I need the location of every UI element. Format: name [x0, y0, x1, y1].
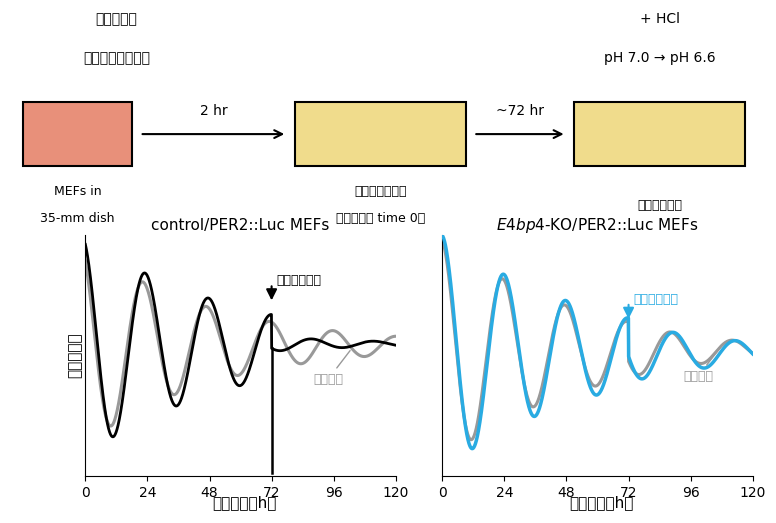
Text: 培地の酸性化: 培地の酸性化 — [634, 293, 679, 306]
Text: pH 7.0 → pH 6.6: pH 7.0 → pH 6.6 — [604, 51, 715, 65]
Text: 細胞リズムを同調: 細胞リズムを同調 — [83, 51, 150, 65]
Text: 培地の酸性化: 培地の酸性化 — [637, 199, 682, 211]
Bar — [574, 102, 745, 166]
Bar — [295, 102, 466, 166]
Text: 培地の酸性化: 培地の酸性化 — [277, 275, 322, 288]
Text: 測定培地に交換: 測定培地に交換 — [354, 185, 407, 198]
Text: ~72 hr: ~72 hr — [496, 104, 544, 118]
Text: 刺激なし: 刺激なし — [313, 350, 350, 386]
Y-axis label: 生物発光量: 生物発光量 — [68, 333, 82, 379]
Text: 35-mm dish: 35-mm dish — [40, 212, 115, 225]
Text: 培養時間（h）: 培養時間（h） — [570, 495, 633, 510]
Text: 刺激なし: 刺激なし — [683, 348, 720, 383]
Text: MEFs in: MEFs in — [54, 185, 102, 198]
Title: $\mathit{E4bp4}$-KO/PER2::Luc MEFs: $\mathit{E4bp4}$-KO/PER2::Luc MEFs — [497, 216, 698, 235]
Text: （測定開始 time 0）: （測定開始 time 0） — [335, 212, 425, 225]
Text: + HCl: + HCl — [639, 12, 680, 26]
Text: 培養時間（h）: 培養時間（h） — [213, 495, 276, 510]
Bar — [23, 102, 132, 166]
Text: 2 hr: 2 hr — [199, 104, 227, 118]
Text: 薬剤により: 薬剤により — [95, 12, 137, 26]
Title: control/PER2::Luc MEFs: control/PER2::Luc MEFs — [151, 218, 330, 233]
